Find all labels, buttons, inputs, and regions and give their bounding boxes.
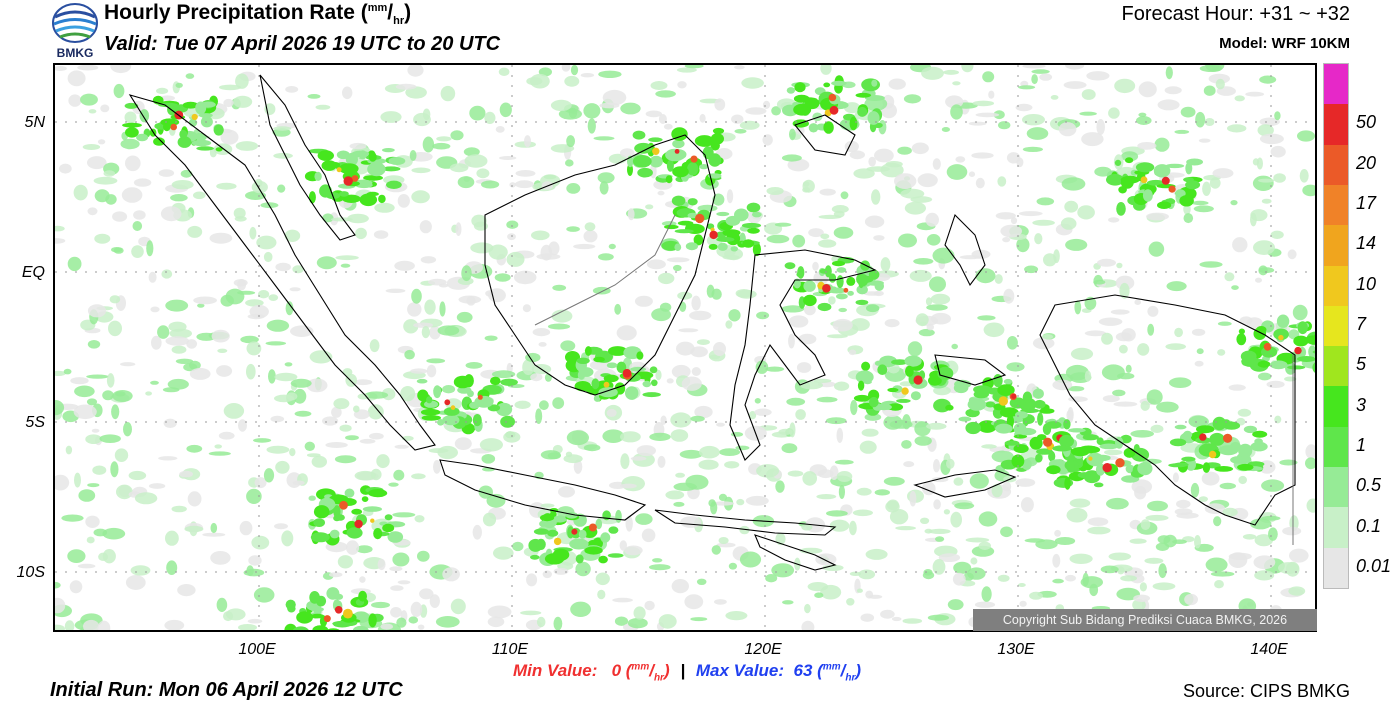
legend-label: 3 [1356,394,1367,415]
lon-label-140e: 140E [1250,641,1288,658]
map-canvas [55,65,1315,630]
legend-label: 0.5 [1356,475,1382,496]
lon-label-120e: 120E [744,641,782,658]
legend-label: 10 [1356,273,1377,294]
lat-label-eq: EQ [21,264,45,281]
precipitation-map [53,63,1317,632]
country-borders [534,214,1294,545]
color-legend [1323,63,1349,589]
legend-swatch [1324,386,1348,427]
forecast-hour: Forecast Hour: +31 ~ +32 [1121,3,1350,25]
max-value-text: Max Value: 63 (mm/hr) [695,661,862,684]
min-max-values: Min Value: 0 (mm/hr) | Max Value: 63 (mm… [513,661,862,684]
source-credit: Source: CIPS BMKG [1182,681,1350,701]
legend-swatch [1324,467,1348,508]
min-value-text: Min Value: 0 (mm/hr) [513,661,670,684]
model-name: Model: WRF 10KM [1219,35,1350,52]
bmkg-logo: BMKG [50,1,100,60]
legend-swatch [1324,346,1348,387]
legend-swatch [1324,426,1348,468]
legend-label: 14 [1356,233,1377,254]
legend-swatch [1324,547,1348,588]
legend-label: 17 [1356,193,1377,214]
initial-run: Initial Run: Mon 06 April 2026 12 UTC [50,679,403,701]
legend-label: 0.1 [1356,515,1382,536]
legend-swatch [1324,305,1348,347]
coastlines [128,74,1296,571]
legend-swatch [1324,507,1348,548]
precipitation-field [55,65,1315,630]
legend-label: 5 [1356,354,1367,375]
lat-label-5s: 5S [25,414,45,431]
legend-swatch [1324,225,1348,266]
lat-label-10s: 10S [16,564,45,581]
legend-swatch [1324,64,1348,105]
lon-label-130e: 130E [997,641,1035,658]
legend-swatch [1324,184,1348,226]
lon-label-110e: 110E [491,641,529,658]
svg-text:BMKG: BMKG [57,46,94,59]
legend-swatch [1324,104,1348,145]
legend-swatch [1324,265,1348,306]
lon-label-100e: 100E [238,641,276,658]
copyright-banner: Copyright Sub Bidang Prediksi Cuaca BMKG… [973,609,1317,631]
legend-label: 1 [1356,434,1367,455]
legend-label: 7 [1356,314,1367,334]
legend-label: 50 [1356,112,1377,133]
legend-label: 0.01 [1356,555,1392,576]
valid-time: Valid: Tue 07 April 2026 19 UTC to 20 UT… [104,33,501,55]
lat-label-5n: 5N [24,114,45,131]
chart-title: Hourly Precipitation Rate (mm/hr) [104,1,412,28]
legend-swatch [1324,144,1348,185]
legend-label: 20 [1356,152,1377,173]
